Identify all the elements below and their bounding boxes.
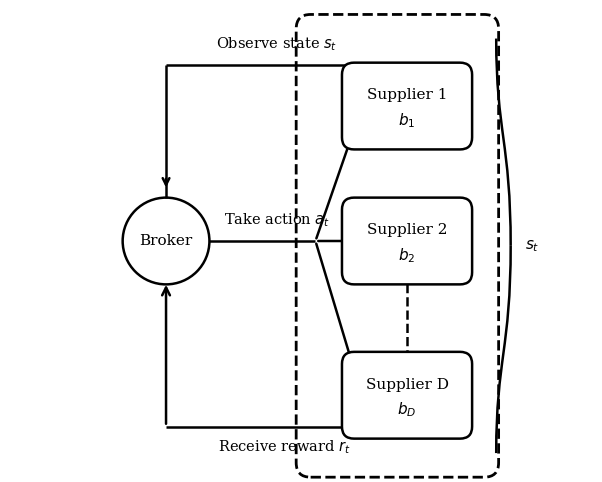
Text: $s_t$: $s_t$ [525,238,539,254]
Text: $b_{D}$: $b_{D}$ [397,401,417,419]
Text: Take action $a_t$: Take action $a_t$ [224,211,330,229]
Text: $b_{1}$: $b_{1}$ [399,111,416,130]
Text: Supplier 2: Supplier 2 [367,223,447,238]
Text: Receive reward $r_t$: Receive reward $r_t$ [218,439,350,456]
Text: Supplier D: Supplier D [365,377,448,392]
FancyBboxPatch shape [342,63,472,149]
Text: Supplier 1: Supplier 1 [367,88,447,103]
Text: Observe state $s_t$: Observe state $s_t$ [216,35,338,53]
Text: Broker: Broker [140,234,193,248]
FancyBboxPatch shape [342,198,472,284]
Text: $b_{2}$: $b_{2}$ [399,246,416,265]
FancyBboxPatch shape [342,352,472,439]
